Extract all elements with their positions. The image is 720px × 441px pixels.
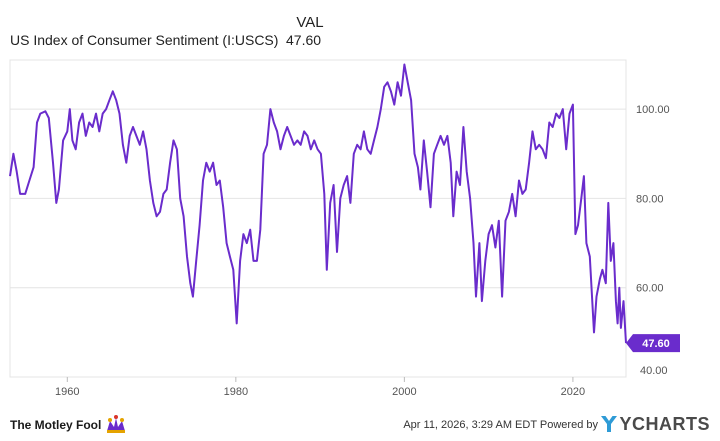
last-value-label: 47.60 (642, 338, 670, 350)
plot-frame (9, 59, 627, 378)
value-column-header: VAL (296, 14, 324, 31)
series-current-value: 47.60 (286, 32, 322, 48)
y-tick-label: 100.00 (636, 104, 670, 116)
y-tick-label: 80.00 (636, 193, 664, 205)
ycharts-logo[interactable]: YCHARTS (600, 412, 710, 436)
line-chart: 1960 1980 2000 2020 60.00 80.00 100.00 40.00 4… (9, 59, 680, 398)
y-axis: 60.00 80.00 100.00 40.00 (636, 104, 670, 377)
x-tick-label: 2000 (392, 386, 416, 398)
jester-hat-icon (107, 415, 126, 433)
last-value-badge: 47.60 (626, 334, 680, 353)
brand-name: The Motley Fool (10, 418, 102, 432)
timestamp: Apr 11, 2026, 3:29 AM EDT Powered by (403, 419, 598, 431)
ycharts-wordmark: YCHARTS (619, 413, 710, 434)
grid-lines (10, 108, 626, 289)
last-value-badge-shape (626, 334, 680, 353)
x-tick-label: 1960 (55, 386, 79, 398)
x-axis: 1960 1980 2000 2020 (55, 377, 585, 398)
series-name[interactable]: US Index of Consumer Sentiment (I:USCS) (10, 32, 279, 48)
legend-header: VAL US Index of Consumer Sentiment (I:US… (0, 14, 720, 54)
brand[interactable]: The Motley Fool (10, 412, 127, 438)
x-tick-label: 1980 (224, 386, 248, 398)
footer: The Motley Fool Apr 11, 2026, 3:29 AM ED… (0, 408, 720, 441)
ycharts-y-icon (601, 416, 618, 432)
x-tick-label: 2020 (561, 386, 585, 398)
y-tick-label-bottom: 40.00 (640, 365, 668, 377)
series-group (9, 63, 627, 344)
y-tick-label: 60.00 (636, 283, 664, 295)
series-line[interactable] (9, 63, 627, 344)
